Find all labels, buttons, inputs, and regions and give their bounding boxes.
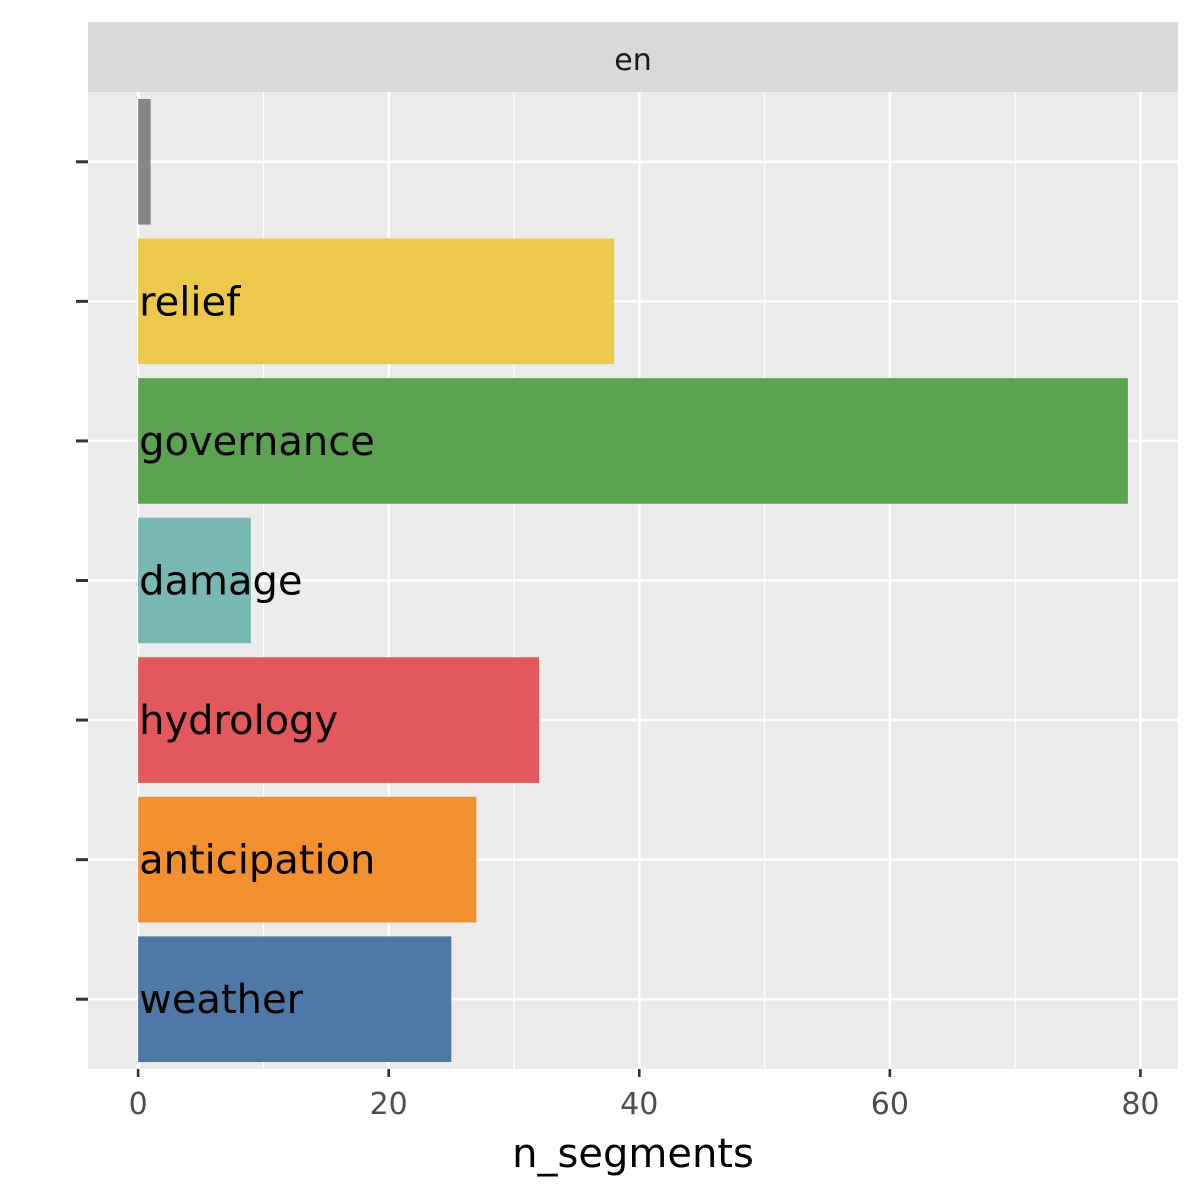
bar-anticipation: [138, 796, 477, 923]
bar-label-anticipation: anticipation: [139, 838, 375, 884]
x-axis-title: n_segments: [512, 1131, 754, 1177]
x-tick-label: 60: [871, 1087, 909, 1122]
bar-governance: [138, 378, 1128, 504]
bar-label-damage: damage: [139, 559, 302, 605]
bar-weather: [138, 936, 452, 1063]
bar-hydrology: [138, 657, 540, 783]
x-axis-ticks: 0 20 40 60 80: [129, 1069, 1160, 1122]
bar-label-relief: relief: [139, 279, 241, 325]
bar-labels: relief governance damage hydrology anticipat…: [139, 279, 375, 1023]
bar-relief: [138, 238, 615, 365]
facet-label: en: [614, 43, 651, 78]
x-tick-label: 0: [129, 1087, 148, 1122]
bar-label-weather: weather: [139, 977, 303, 1023]
bar-label-governance: governance: [139, 419, 375, 465]
bars: [138, 98, 1128, 1063]
x-tick-label: 40: [620, 1087, 658, 1122]
x-tick-label: 80: [1121, 1087, 1159, 1122]
y-axis-ticks: [76, 160, 88, 1001]
bar-label-hydrology: hydrology: [139, 698, 338, 744]
bar-damage: [138, 517, 251, 644]
bar-unlabeled: [138, 98, 151, 225]
x-tick-label: 20: [370, 1087, 408, 1122]
facet-strip: [88, 22, 1178, 92]
